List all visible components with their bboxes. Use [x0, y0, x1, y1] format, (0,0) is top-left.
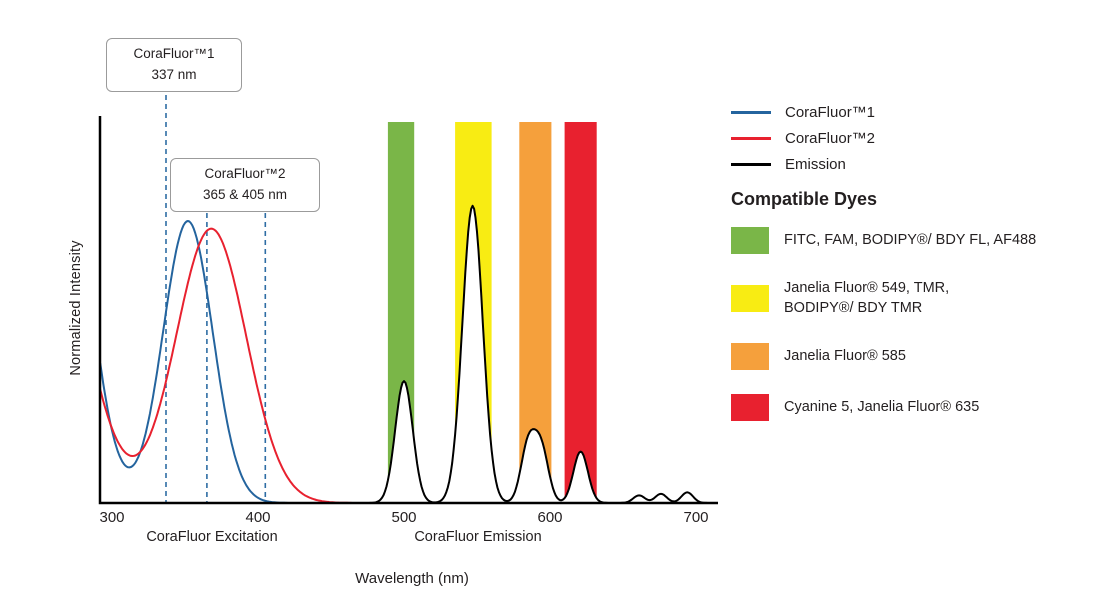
callout-corafluor2-title: CoraFluor™2: [204, 166, 286, 181]
legend-item-corafluor1: CoraFluor™1: [731, 104, 1107, 121]
legend-item-corafluor1-label: CoraFluor™1: [785, 104, 876, 121]
legend-item-emission: Emission: [731, 156, 1107, 173]
red-dye-label: Cyanine 5, Janelia Fluor® 635: [784, 398, 980, 415]
dye-item-red: Cyanine 5, Janelia Fluor® 635: [731, 393, 1107, 421]
orange-dye-swatch: [731, 342, 769, 370]
x-tick-400: 400: [245, 509, 271, 526]
green-dye-swatch: [731, 227, 769, 254]
callout-corafluor1: CoraFluor™1 337 nm: [106, 38, 242, 92]
emission-axis-sublabel: CoraFluor Emission: [414, 529, 542, 545]
dye-item-yellow: Janelia Fluor® 549, TMR, BODIPY®/ BDY TM…: [731, 278, 1107, 319]
legend: CoraFluor™1 CoraFluor™2 Emission Compati…: [731, 104, 1107, 445]
yellow-dye-label: Janelia Fluor® 549, TMR, BODIPY®/ BDY TM…: [784, 280, 950, 317]
orange-dye-label: Janelia Fluor® 585: [784, 347, 906, 364]
x-tick-700: 700: [683, 509, 709, 526]
legend-item-corafluor2-label: CoraFluor™2: [785, 130, 876, 147]
yellow-dye-swatch: [731, 284, 769, 312]
dye-item-orange: Janelia Fluor® 585: [731, 342, 1107, 370]
compatible-dyes-heading: Compatible Dyes: [731, 189, 878, 209]
green-dye-label: FITC, FAM, BODIPY®/ BDY FL, AF488: [784, 232, 1037, 249]
emission-line-swatch: [731, 163, 771, 166]
dye-item-green: FITC, FAM, BODIPY®/ BDY FL, AF488: [731, 227, 1107, 254]
red-dye-swatch: [731, 393, 769, 421]
callout-corafluor2-wavelength: 365 & 405 nm: [202, 186, 288, 202]
callout-corafluor1-title: CoraFluor™1: [133, 46, 215, 61]
callout-corafluor1-wavelength: 337 nm: [151, 66, 197, 82]
corafluor1-line-swatch: [731, 111, 771, 114]
x-axis-label: Wavelength (nm): [355, 570, 469, 587]
x-tick-500: 500: [391, 509, 417, 526]
callout-corafluor2: CoraFluor™2 365 & 405 nm: [170, 158, 320, 212]
y-axis-label: Normalized Intensity: [68, 240, 84, 376]
legend-item-corafluor2: CoraFluor™2: [731, 130, 1107, 147]
x-tick-300: 300: [99, 509, 125, 526]
corafluor2-line-swatch: [731, 137, 771, 140]
x-tick-600: 600: [537, 509, 563, 526]
legend-item-emission-label: Emission: [785, 156, 846, 173]
excitation-axis-sublabel: CoraFluor Excitation: [146, 529, 278, 545]
